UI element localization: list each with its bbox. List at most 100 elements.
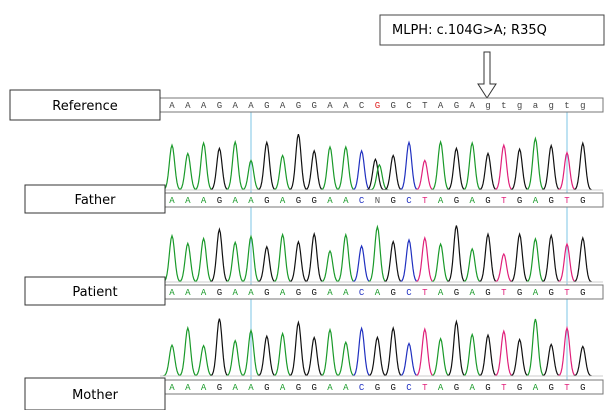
base: A	[438, 288, 444, 298]
base: G	[390, 196, 395, 206]
base: G	[296, 288, 301, 298]
base: C	[406, 101, 412, 111]
peak	[305, 338, 323, 376]
peak	[321, 330, 339, 376]
base: T	[564, 196, 570, 206]
base: A	[248, 101, 254, 111]
base: g	[517, 101, 522, 111]
base: C	[406, 288, 412, 298]
base: G	[485, 196, 490, 206]
peak	[289, 322, 307, 375]
peak	[495, 145, 513, 190]
base: G	[580, 383, 585, 393]
base: A	[232, 196, 238, 206]
base: A	[232, 383, 238, 393]
base: T	[422, 101, 428, 111]
base: G	[296, 101, 301, 111]
base: G	[217, 288, 222, 298]
peak	[353, 246, 371, 282]
base: G	[217, 196, 222, 206]
base: A	[169, 383, 175, 393]
peak	[289, 134, 307, 190]
base: A	[280, 101, 286, 111]
peak	[321, 251, 339, 282]
base: G	[264, 288, 269, 298]
peak	[163, 236, 181, 282]
peak	[368, 227, 386, 282]
base: A	[201, 383, 207, 393]
peak	[195, 143, 213, 190]
base: G	[548, 383, 553, 393]
peak	[463, 249, 481, 282]
peak	[226, 341, 244, 376]
base: g	[548, 101, 553, 111]
peak	[274, 334, 292, 376]
base: A	[469, 288, 475, 298]
peak	[574, 238, 592, 282]
base: C	[359, 101, 365, 111]
row-label: Father	[75, 193, 117, 208]
base: A	[169, 288, 175, 298]
peak	[511, 340, 529, 376]
base: G	[217, 383, 222, 393]
peak	[179, 328, 197, 376]
peak	[368, 337, 386, 376]
peak	[195, 239, 213, 282]
base: A	[327, 196, 333, 206]
peak	[258, 142, 276, 190]
peak	[337, 235, 355, 282]
base: A	[280, 196, 286, 206]
base: A	[533, 196, 539, 206]
peak	[400, 142, 418, 190]
base: A	[280, 288, 286, 298]
peak	[195, 346, 213, 376]
base: T	[501, 288, 507, 298]
base: A	[438, 196, 444, 206]
base: C	[406, 196, 412, 206]
peak	[511, 149, 529, 190]
base: A	[185, 383, 191, 393]
base: G	[580, 288, 585, 298]
base: A	[469, 101, 475, 111]
base: A	[469, 196, 475, 206]
base: G	[485, 383, 490, 393]
base: A	[280, 383, 286, 393]
base: A	[327, 383, 333, 393]
base: A	[201, 288, 207, 298]
peak	[526, 139, 544, 190]
peak	[163, 345, 181, 376]
peak	[179, 154, 197, 190]
base: A	[438, 101, 444, 111]
base: A	[201, 101, 207, 111]
peak	[337, 342, 355, 376]
peak	[274, 156, 292, 190]
base: G	[311, 196, 316, 206]
peak	[479, 153, 497, 190]
peak	[463, 335, 481, 376]
peak	[526, 239, 544, 282]
peak	[210, 319, 228, 376]
base: G	[548, 288, 553, 298]
base: C	[359, 383, 365, 393]
arrow	[478, 52, 496, 98]
base: A	[185, 288, 191, 298]
base: A	[343, 196, 349, 206]
peak	[495, 254, 513, 282]
base: A	[201, 196, 207, 206]
peak	[384, 242, 402, 282]
base: A	[232, 288, 238, 298]
peak	[495, 331, 513, 376]
peak	[447, 226, 465, 282]
peak	[305, 151, 323, 190]
peak	[463, 143, 481, 190]
peak	[384, 156, 402, 190]
peak	[210, 229, 228, 281]
peak	[511, 234, 529, 282]
base: C	[359, 288, 365, 298]
base: A	[248, 196, 254, 206]
peak	[447, 322, 465, 376]
peak	[274, 235, 292, 282]
peak	[542, 146, 560, 190]
base: A	[343, 288, 349, 298]
base: A	[327, 101, 333, 111]
